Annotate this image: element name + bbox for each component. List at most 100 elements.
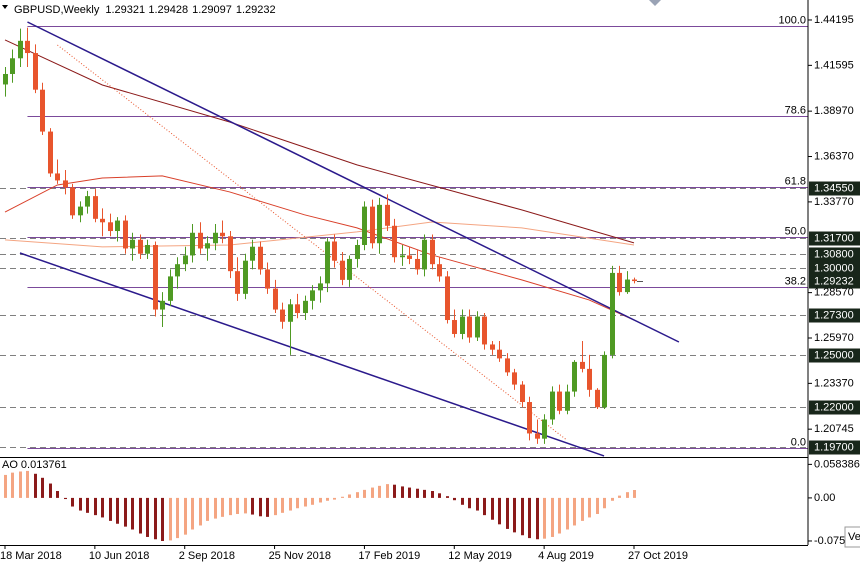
candle-body [617, 272, 622, 293]
candle-body [625, 279, 630, 293]
candle-body [580, 361, 585, 369]
ao-bar [214, 497, 217, 519]
ao-bar [618, 495, 621, 498]
candle-body [535, 433, 540, 439]
ao-bar [191, 497, 194, 530]
level-label: 1.27300 [814, 309, 854, 321]
moving-average [4, 39, 635, 244]
candle-body [497, 349, 502, 359]
candle-body [55, 173, 60, 181]
shift-marker[interactable] [649, 0, 661, 6]
y-tick-label: 1.23370 [814, 377, 854, 389]
x-tick-label: 18 Mar 2018 [0, 550, 62, 562]
header-low: 1.29097 [192, 4, 232, 16]
levels-layer: 100.0 78.6 61.8 50.0 38.2 0.0 [0, 14, 808, 449]
ao-bar [4, 474, 7, 498]
candle-body [565, 391, 570, 411]
candle-body [587, 368, 592, 390]
ao-bar [116, 497, 119, 524]
ao-bar [304, 497, 307, 507]
header-high: 1.29428 [148, 4, 188, 16]
candle-body [108, 222, 113, 232]
candle-body [310, 290, 315, 301]
ao-bar [566, 497, 569, 530]
candle-body [445, 276, 450, 321]
trendline [27, 21, 680, 343]
candle-body [115, 220, 120, 232]
candle-body [243, 260, 248, 294]
ao-bar [498, 497, 501, 525]
ao-bar [543, 497, 546, 539]
level-label-box [809, 308, 860, 323]
ao-bar [131, 497, 134, 530]
candle-body [610, 272, 615, 355]
candle-body [460, 316, 465, 334]
ao-bar [536, 497, 539, 540]
candle-body [160, 300, 165, 310]
y-tick-label: 1.20745 [814, 423, 854, 435]
candle-body [190, 232, 195, 256]
candle-body [153, 244, 158, 310]
overlay-button-text[interactable]: Ve [848, 531, 860, 543]
candle-body [362, 206, 367, 245]
fib-label: 100.0 [778, 14, 806, 26]
candle-body [63, 180, 68, 188]
candle-body [265, 269, 270, 289]
y-tick-label: 1.41595 [814, 59, 854, 71]
candles-layer [3, 27, 643, 444]
menu-triangle[interactable] [2, 5, 8, 9]
ao-bar [468, 497, 471, 509]
candle-body [347, 258, 352, 280]
ao-bar [221, 497, 224, 517]
ao-bar [109, 497, 112, 521]
ao-bar [521, 497, 524, 536]
candle-body [175, 264, 180, 277]
ao-bar [483, 497, 486, 516]
candle-body [355, 244, 360, 259]
ao-bar [244, 497, 247, 514]
ao-bar [124, 497, 127, 527]
ao-bar [274, 497, 277, 516]
candle-body [325, 241, 330, 284]
level-label-box [809, 247, 860, 262]
x-tick-label: 17 Feb 2019 [358, 550, 420, 562]
ao-bar [431, 491, 434, 498]
candle-body [100, 218, 105, 223]
moving-average [4, 175, 635, 321]
ao-bar [176, 497, 179, 539]
candle-body [130, 239, 135, 249]
ao-bar [71, 497, 74, 507]
ao-bar [378, 485, 381, 498]
candle-body [273, 288, 278, 310]
level-label: 1.25000 [814, 349, 854, 361]
overlay-button[interactable] [844, 526, 860, 548]
level-label: 1.30800 [814, 248, 854, 260]
candle-body [168, 276, 173, 301]
candle-body [250, 246, 255, 261]
ao-bar [161, 497, 164, 541]
ao-bar [446, 496, 449, 498]
ao-bar [476, 497, 479, 511]
indicator-layer [4, 470, 636, 541]
ao-bar [558, 497, 561, 534]
candle-body [228, 236, 233, 272]
ao-bar [319, 497, 322, 503]
ao-bar [79, 497, 82, 511]
fib-label: 50.0 [785, 225, 806, 237]
ao-bar [259, 497, 262, 517]
candle-body [422, 239, 427, 270]
candle-body [437, 264, 442, 277]
candle-body [48, 131, 53, 174]
y-tick-label: 1.38970 [814, 105, 854, 117]
x-tick-label: 2 Sep 2018 [179, 550, 235, 562]
ao-bar [26, 470, 29, 498]
candle-body [138, 239, 143, 254]
candle-body [123, 220, 128, 249]
moving-average [4, 221, 635, 248]
ao-bar [453, 497, 456, 501]
candle-body [542, 419, 547, 439]
ao-bar [506, 497, 509, 529]
header-open: 1.29321 [105, 4, 145, 16]
candle-body [295, 304, 300, 314]
